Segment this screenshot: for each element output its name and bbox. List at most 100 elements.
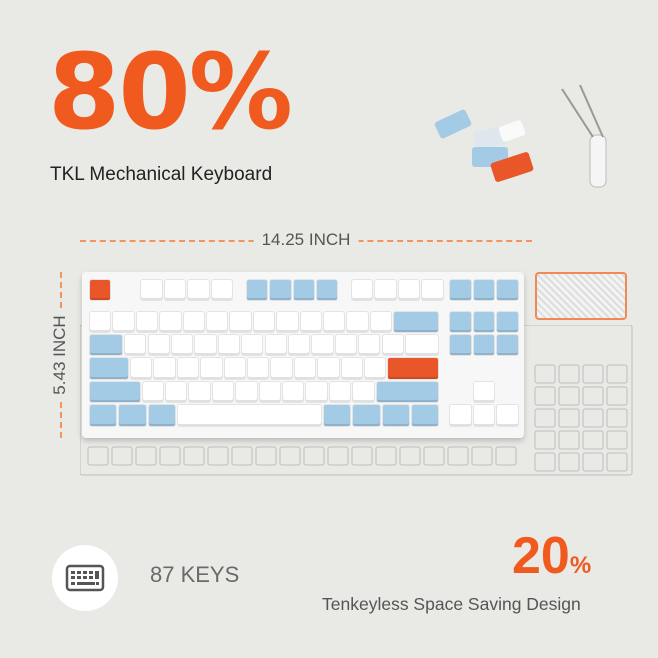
keycap [318,358,339,379]
keycap [247,358,269,379]
outline-key [351,446,373,466]
keycap-icon [473,126,507,150]
keycap [189,381,210,403]
keycap [335,334,357,356]
outline-key [80,325,633,476]
keycap [171,334,193,356]
space-percent: 20% [512,530,591,582]
outline-key [534,408,556,428]
keycap [212,381,234,403]
keycap [353,381,374,403]
keycap [411,405,438,426]
width-dimension: 14.25 INCH [80,230,532,250]
keycap [253,311,275,332]
width-label: 14.25 INCH [253,230,359,250]
keycap [265,334,286,356]
outline-key [534,452,556,472]
outline-key [447,446,469,466]
outline-key [534,430,556,450]
keycap [166,381,187,403]
keycap [473,381,495,403]
outline-key [111,446,133,466]
keycap [90,358,128,379]
outline-key [582,364,604,384]
keycap [90,311,111,332]
outline-key [582,430,604,450]
keycap [497,311,518,332]
keycap [329,381,351,403]
outline-key [327,446,349,466]
space-percent-value: 20 [512,527,570,585]
keycap [394,311,438,332]
keycap [130,358,152,379]
keycap-icon [498,120,526,142]
keycap [376,381,438,403]
keycap [224,358,245,379]
keycap [497,334,518,356]
keycap [164,280,186,301]
keycap [450,334,471,356]
keycap [293,280,314,301]
keycap [359,334,380,356]
keycap [473,334,495,356]
keycap [142,381,164,403]
keycap [90,405,117,426]
outline-key [606,408,628,428]
keycap [259,381,281,403]
outline-key [423,446,445,466]
keycap [370,311,392,332]
outline-key [558,386,580,406]
height-dimension: 5.43 INCH [50,272,70,438]
outline-key [606,452,628,472]
keycap [148,405,175,426]
keycap-icon [490,152,534,182]
keycap [352,280,373,301]
keycap [148,334,169,356]
outline-key [558,430,580,450]
keycap [141,280,162,301]
keycap [119,405,146,426]
keycap [283,381,304,403]
outline-key [375,446,397,466]
keycap [177,405,321,426]
keycap [306,381,327,403]
keycap [154,358,175,379]
keycap [382,334,403,356]
keycap [473,311,495,332]
keycap [218,334,240,356]
percent-sign: % [569,552,592,579]
keycap [113,311,134,332]
keyboard-image [82,272,524,438]
keycap [300,311,321,332]
outline-key [231,446,253,466]
keycap [347,311,368,332]
keyboard-icon-badge [52,545,118,611]
keycap [136,311,158,332]
outline-key [135,446,157,466]
keycap [271,358,292,379]
keycap [90,334,123,356]
headline: 80% [48,31,293,153]
full-size-outline [80,325,633,476]
keycap [312,334,333,356]
outline-key [279,446,301,466]
outline-key [582,408,604,428]
height-label: 5.43 INCH [50,309,70,401]
keycap [236,381,257,403]
keycap [375,280,396,301]
keycap [316,280,338,301]
keycap [450,405,471,426]
keycap [450,280,471,301]
keycap [422,280,443,301]
keycap [473,405,495,426]
saved-space-area [535,272,627,320]
keycap [497,280,518,301]
outline-key [558,452,580,472]
accessories-image [434,85,607,188]
keycap [188,280,209,301]
keycap [211,280,233,301]
outline-key [606,364,628,384]
keycap [201,358,222,379]
outline-key [183,446,205,466]
keycap [388,358,438,379]
